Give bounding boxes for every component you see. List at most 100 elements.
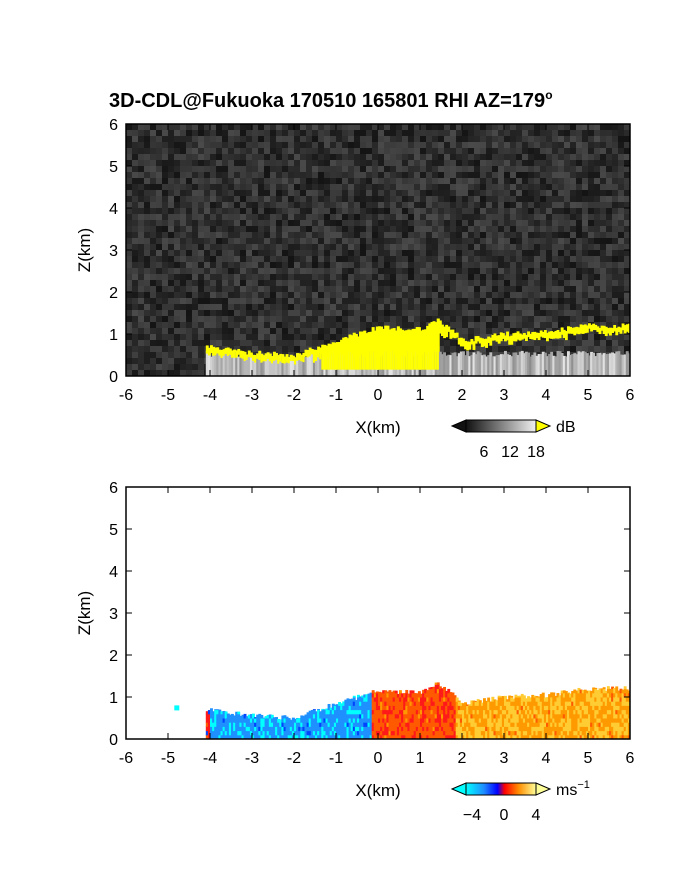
noise-cell bbox=[618, 304, 624, 310]
noise-cell bbox=[246, 178, 252, 184]
echo-column bbox=[264, 353, 268, 376]
y-tick-label: 1 bbox=[109, 327, 118, 344]
noise-cell bbox=[168, 220, 174, 226]
noise-cell bbox=[576, 154, 582, 160]
noise-cell bbox=[468, 208, 474, 214]
noise-cell bbox=[150, 124, 156, 130]
noise-cell bbox=[336, 304, 342, 310]
echo-saturated bbox=[453, 332, 457, 339]
noise-cell bbox=[522, 202, 528, 208]
noise-cell bbox=[504, 214, 510, 220]
noise-cell bbox=[420, 316, 426, 322]
noise-cell bbox=[534, 328, 540, 334]
noise-cell bbox=[408, 316, 414, 322]
echo-saturated bbox=[325, 345, 329, 370]
velocity-cell bbox=[258, 718, 262, 723]
noise-cell bbox=[126, 352, 132, 358]
noise-cell bbox=[150, 214, 156, 220]
noise-cell bbox=[474, 238, 480, 244]
noise-cell bbox=[228, 148, 234, 154]
noise-cell bbox=[294, 256, 300, 262]
noise-cell bbox=[162, 292, 168, 298]
noise-cell bbox=[282, 328, 288, 334]
noise-cell bbox=[192, 130, 198, 136]
noise-cell bbox=[378, 196, 384, 202]
velocity-cell bbox=[388, 718, 392, 723]
noise-cell bbox=[258, 208, 264, 214]
noise-cell bbox=[186, 370, 192, 376]
velocity-cell bbox=[375, 709, 379, 715]
noise-cell bbox=[252, 292, 258, 298]
noise-cell bbox=[468, 124, 474, 130]
noise-cell bbox=[516, 238, 522, 244]
noise-cell bbox=[342, 148, 348, 154]
echo-saturated bbox=[256, 353, 260, 359]
velocity-cell bbox=[273, 730, 276, 736]
velocity-cell bbox=[249, 722, 253, 727]
noise-cell bbox=[138, 190, 144, 196]
noise-cell bbox=[624, 124, 630, 130]
noise-cell bbox=[420, 232, 426, 238]
noise-cell bbox=[402, 268, 408, 274]
noise-cell bbox=[396, 142, 402, 148]
noise-cell bbox=[390, 178, 396, 184]
noise-cell bbox=[600, 310, 606, 316]
echo-column bbox=[447, 354, 451, 376]
noise-cell bbox=[450, 160, 456, 166]
velocity-cell bbox=[275, 734, 278, 739]
noise-cell bbox=[174, 280, 180, 286]
velocity-cell bbox=[357, 722, 360, 727]
noise-cell bbox=[336, 184, 342, 190]
noise-cell bbox=[600, 346, 606, 352]
echo-saturated bbox=[331, 342, 335, 370]
velocity-cell bbox=[365, 713, 369, 719]
noise-cell bbox=[414, 166, 420, 172]
echo-column bbox=[216, 353, 220, 376]
noise-cell bbox=[312, 196, 318, 202]
noise-cell bbox=[330, 208, 336, 214]
noise-cell bbox=[396, 190, 402, 196]
noise-cell bbox=[222, 124, 228, 130]
noise-cell bbox=[228, 274, 234, 280]
noise-cell bbox=[132, 346, 138, 352]
noise-cell bbox=[162, 286, 168, 292]
velocity-cell bbox=[333, 705, 337, 711]
noise-cell bbox=[528, 208, 534, 214]
velocity-cell bbox=[388, 734, 392, 739]
noise-cell bbox=[228, 160, 234, 166]
velocity-cell bbox=[264, 730, 268, 736]
noise-cell bbox=[534, 148, 540, 154]
noise-cell bbox=[528, 328, 534, 334]
echo-saturated bbox=[266, 352, 270, 359]
noise-cell bbox=[330, 256, 336, 262]
velocity-cell bbox=[350, 713, 354, 719]
noise-cell bbox=[492, 262, 498, 268]
velocity-cell bbox=[216, 734, 220, 739]
noise-cell bbox=[276, 202, 282, 208]
noise-cell bbox=[438, 286, 444, 292]
velocity-cell bbox=[409, 697, 413, 702]
noise-cell bbox=[528, 322, 534, 328]
velocity-cell bbox=[264, 722, 268, 727]
velocity-cell bbox=[352, 713, 356, 719]
noise-cell bbox=[378, 190, 384, 196]
noise-cell bbox=[528, 178, 534, 184]
noise-cell bbox=[594, 196, 600, 202]
noise-cell bbox=[510, 220, 516, 226]
noise-cell bbox=[570, 256, 576, 262]
noise-cell bbox=[204, 214, 210, 220]
noise-cell bbox=[282, 316, 288, 322]
velocity-cell bbox=[396, 718, 400, 723]
noise-cell bbox=[534, 214, 540, 220]
noise-cell bbox=[360, 310, 366, 316]
noise-cell bbox=[582, 262, 588, 268]
velocity-cell bbox=[348, 709, 352, 715]
noise-cell bbox=[624, 214, 630, 220]
velocity-cell bbox=[417, 692, 421, 698]
noise-cell bbox=[402, 280, 408, 286]
noise-cell bbox=[384, 130, 390, 136]
noise-cell bbox=[258, 226, 264, 232]
noise-cell bbox=[300, 220, 306, 226]
noise-cell bbox=[552, 238, 558, 244]
velocity-cell bbox=[304, 722, 308, 727]
